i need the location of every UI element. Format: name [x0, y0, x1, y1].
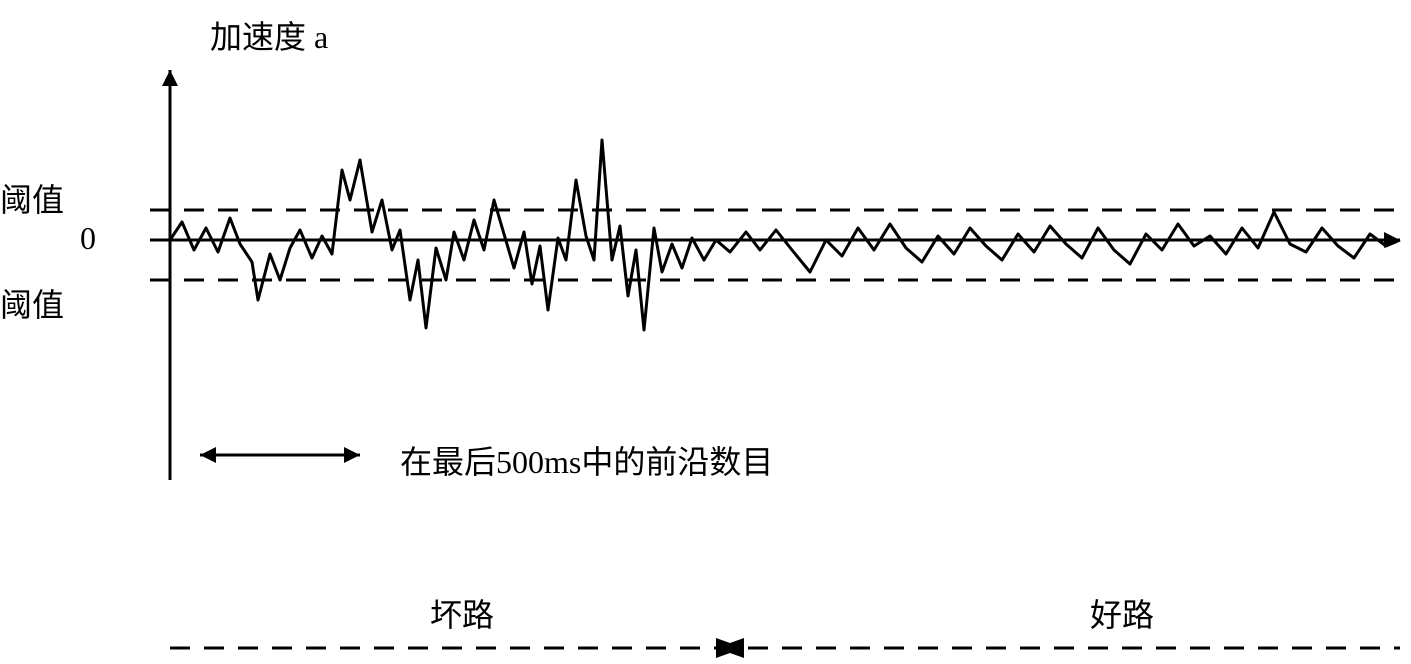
signal-chart	[0, 0, 1411, 664]
